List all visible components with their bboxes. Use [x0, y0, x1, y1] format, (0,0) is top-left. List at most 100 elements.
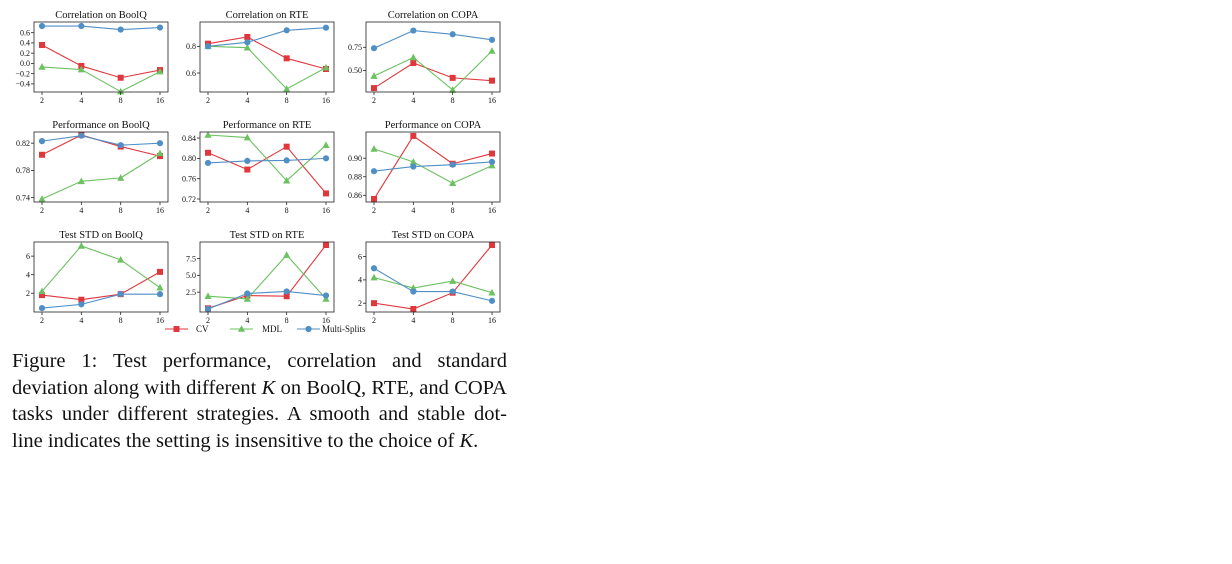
plot-frame	[33, 21, 169, 93]
data-point-multi-splits	[117, 142, 124, 149]
y-tick-label: 0.50	[348, 66, 362, 75]
data-point-cv	[489, 150, 495, 157]
data-point-cv	[449, 74, 456, 81]
data-point-multi-splits	[322, 155, 330, 162]
x-tick-label: 16	[488, 206, 496, 215]
caption-text-a: Test performance, correlation and standa…	[12, 350, 507, 399]
data-point-mdl	[488, 47, 496, 54]
x-tick-label: 16	[322, 316, 330, 325]
data-point-mdl	[77, 65, 85, 73]
data-point-mdl	[156, 149, 164, 157]
plot-frame	[199, 21, 335, 93]
series-line-multi-splits	[207, 157, 327, 164]
data-point-cv	[244, 166, 251, 173]
x-tick-label: 2	[206, 206, 210, 215]
x-tick-label: 2	[40, 316, 44, 325]
data-point-multi-splits	[488, 158, 496, 165]
data-point-mdl	[243, 295, 251, 302]
x-tick-label: 4	[79, 96, 83, 105]
data-point-mdl	[449, 179, 457, 187]
data-point-mdl	[117, 174, 125, 181]
data-point-mdl	[370, 145, 378, 152]
x-tick-label: 16	[488, 316, 496, 325]
data-point-multi-splits	[449, 288, 456, 295]
series-line-mdl	[373, 148, 493, 184]
data-point-multi-splits	[244, 290, 251, 297]
y-tick-label: 2	[358, 299, 362, 308]
data-point-mdl	[370, 273, 378, 281]
x-tick-label: 4	[411, 316, 415, 325]
data-point-mdl	[156, 67, 164, 75]
data-point-multi-splits	[156, 24, 164, 31]
data-point-multi-splits	[78, 22, 85, 30]
y-tick-label: 0.4	[20, 39, 30, 48]
data-point-multi-splits	[322, 292, 330, 299]
chart-performance-on-boolq: Performance on BoolQ 2 4 8 16 0.82 0.78 0.74	[16, 120, 169, 215]
chart-title: Correlation on RTE	[226, 10, 309, 21]
x-tick-label: 8	[119, 206, 123, 215]
x-tick-label: 2	[206, 316, 210, 325]
chart-performance-on-rte: Performance on RTE 2 4 8 16 0.84 0.80 0.76 0.72	[182, 120, 335, 215]
data-point-cv	[489, 242, 495, 248]
data-point-cv	[39, 41, 45, 48]
x-tick-label: 4	[79, 206, 83, 215]
x-tick-label: 2	[40, 96, 44, 105]
y-tick-label: 0.76	[182, 174, 196, 183]
data-point-cv	[283, 143, 290, 150]
series-line-multi-splits	[207, 290, 327, 310]
data-point-multi-splits	[78, 301, 85, 308]
data-point-mdl	[322, 63, 330, 71]
chart-title: Performance on BoolQ	[52, 120, 150, 131]
data-point-multi-splits	[38, 22, 46, 30]
x-tick-label: 16	[488, 96, 496, 105]
data-point-mdl	[243, 43, 251, 51]
data-point-cv	[117, 74, 124, 81]
data-point-mdl	[77, 242, 85, 249]
series-line-multi-splits	[41, 135, 161, 146]
y-tick-label: 0.6	[20, 28, 30, 37]
data-point-mdl	[77, 177, 85, 185]
series-line-mdl	[41, 152, 161, 200]
x-tick-label: 8	[285, 96, 289, 105]
series-line-multi-splits	[42, 25, 161, 31]
data-point-multi-splits	[370, 45, 378, 52]
x-tick-label: 4	[79, 316, 83, 325]
chart-correlation-on-copa: Correlation on COPA 2 4 8 16 0.75 0.50	[348, 10, 501, 105]
y-tick-label: −0.2	[15, 69, 30, 78]
y-tick-label: 4	[26, 270, 30, 279]
y-tick-label: 0.0	[20, 59, 30, 68]
plot-frame	[33, 131, 169, 203]
caption-text-b: on BoolQ, RTE, and COPA tasks under diff…	[12, 376, 507, 452]
y-tick-label: 0.80	[182, 154, 196, 163]
x-tick-label: 16	[156, 96, 164, 105]
chart-title: Test STD on BoolQ	[59, 230, 143, 241]
y-tick-label: −0.4	[15, 80, 30, 89]
data-point-mdl	[204, 131, 212, 138]
chart-test-std-on-boolq: Test STD on BoolQ 2 4 8 16 6 4 2	[26, 230, 169, 325]
data-point-mdl	[38, 195, 46, 202]
plot-frame	[365, 21, 501, 93]
data-point-multi-splits	[410, 288, 417, 295]
x-tick-label: 4	[245, 96, 249, 105]
y-tick-label: 2	[26, 289, 30, 298]
x-tick-label: 16	[322, 96, 330, 105]
series-line-multi-splits	[373, 161, 493, 172]
y-tick-label: 0.74	[16, 193, 30, 202]
series-line-mdl	[41, 66, 161, 93]
x-tick-label: 2	[372, 206, 376, 215]
data-point-mdl	[243, 133, 251, 141]
chart-title: Performance on RTE	[223, 120, 312, 131]
data-point-mdl	[409, 53, 417, 61]
data-point-multi-splits	[488, 297, 496, 304]
data-point-mdl	[156, 283, 164, 291]
y-tick-label: 0.90	[348, 154, 362, 163]
figure-caption: Figure 1: Test performance, correlation …	[12, 348, 507, 454]
data-point-cv	[323, 242, 329, 248]
data-point-multi-splits	[38, 138, 46, 145]
chart-performance-on-copa: Performance on COPA 2 4 8 16 0.90 0.88 0.86	[348, 120, 501, 215]
data-point-cv	[410, 306, 417, 312]
series-line-cv	[207, 145, 327, 194]
x-tick-label: 16	[322, 206, 330, 215]
chart-title: Correlation on BoolQ	[55, 10, 147, 21]
